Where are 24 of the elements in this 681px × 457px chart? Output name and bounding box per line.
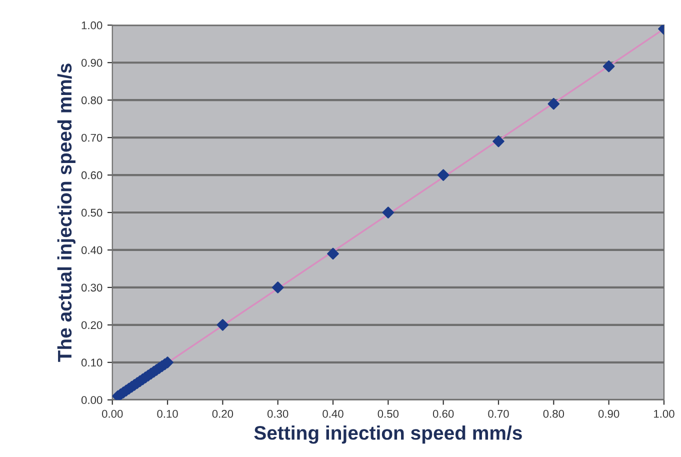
y-tick-label: 0.10 [81,358,102,367]
y-tick-label: 0.60 [81,171,102,180]
y-tick-label: 0.80 [81,96,102,104]
y-tick-label: 0.50 [81,208,102,217]
y-axis-title: The actual injection speed mm/s [57,64,76,362]
x-tick-label: 0.00 [102,410,123,418]
y-tick-label: 0.40 [81,246,102,254]
y-tick-label: 0.20 [81,321,102,330]
x-tick-label: 1.00 [654,410,674,418]
x-tick-label: 0.40 [322,410,344,418]
x-axis-title: Setting injection speed mm/s [254,426,522,444]
y-tick-label: 1.00 [82,21,102,30]
x-tick-label: 0.60 [432,410,454,418]
x-tick-label: 0.90 [598,410,620,418]
y-tick-label: 0.30 [81,284,102,292]
x-tick-label: 0.20 [212,410,234,418]
x-tick-label: 0.30 [267,410,288,418]
x-tick-label: 0.10 [157,410,178,418]
x-tick-label: 0.80 [543,410,564,418]
y-tick-label: 0.90 [81,58,102,67]
x-tick-label: 0.50 [378,410,399,418]
x-tick-label: 0.70 [488,410,509,418]
y-tick-label: 0.70 [81,134,102,142]
y-tick-label: 0.00 [81,396,102,404]
